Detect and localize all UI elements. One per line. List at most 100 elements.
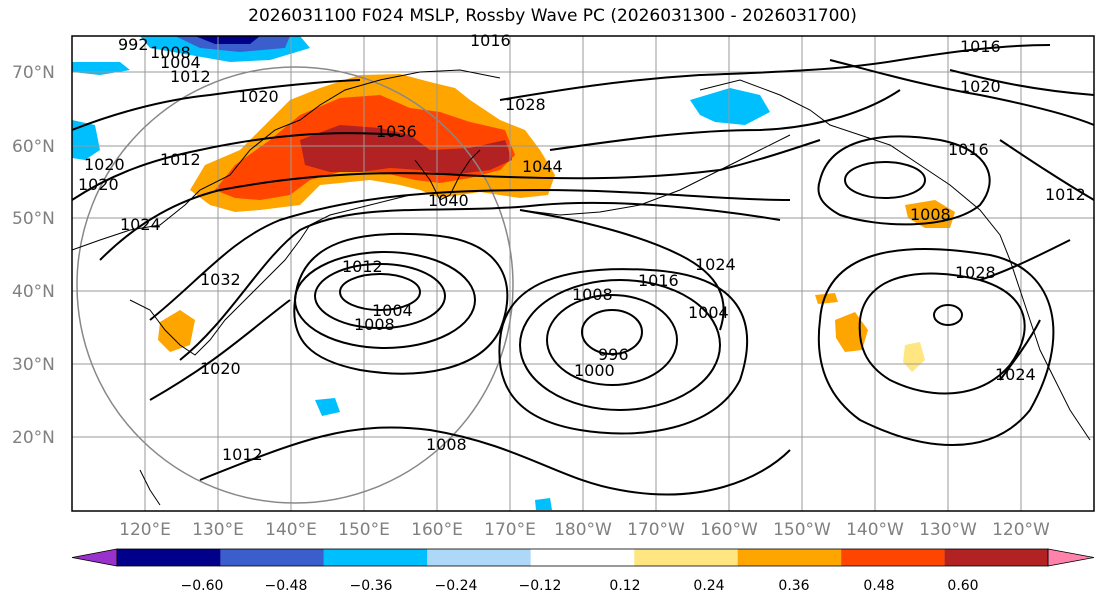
contour-label: 1028: [505, 95, 546, 114]
contour-label: 1012: [160, 150, 201, 169]
lat-label: 60°N: [12, 137, 55, 157]
negative-anomaly-small-1: [315, 398, 340, 416]
colorbar-tick-label: −0.48: [265, 578, 308, 594]
lon-label: 140°E: [265, 520, 317, 540]
reference-circle: [76, 66, 514, 504]
map-title: 2026031100 F024 MSLP, Rossby Wave PC (20…: [248, 6, 857, 26]
contour-label: 1024: [120, 215, 161, 234]
contour-label: 1004: [688, 303, 729, 322]
lon-label: 170°W: [627, 520, 685, 540]
colorbar-segment: [323, 549, 428, 566]
lon-label: 170°E: [484, 520, 536, 540]
colorbar-segment: [841, 549, 945, 566]
positive-anomaly-small-1: [815, 293, 838, 304]
coast-philippines: [139, 469, 161, 506]
contour-label: 1032: [200, 270, 241, 289]
negative-anomaly-small-2: [535, 498, 552, 510]
contour-label: 992: [118, 35, 149, 54]
lon-label: 130°E: [192, 520, 244, 540]
lon-label: 160°W: [700, 520, 758, 540]
contour-label: 1020: [238, 87, 279, 106]
contour-label: 1016: [948, 140, 989, 159]
lon-label: 130°W: [919, 520, 977, 540]
negative-anomaly-deep-nw: [195, 36, 260, 44]
colorbar-ticks: −0.60 −0.48 −0.36 −0.24 −0.12 0.12 0.24 …: [181, 578, 979, 594]
lon-label: 120°E: [119, 520, 171, 540]
contour-label: 1024: [695, 255, 736, 274]
contour-label-group: 1016 1028 1036 1044 1040 1020 1012 1024 …: [78, 31, 1086, 464]
contour-label: 1016: [638, 271, 679, 290]
colorbar-segment: [530, 549, 635, 566]
contour-label: 1008: [426, 435, 467, 454]
contour-label: 1000: [574, 361, 615, 380]
colorbar-tick-label: −0.12: [519, 578, 562, 594]
coast-north-america: [1009, 259, 1091, 441]
colorbar-segment: [427, 549, 531, 566]
contour-label: 1012: [1045, 185, 1086, 204]
coast-kurils: [309, 194, 411, 226]
colorbar: −0.60 −0.48 −0.36 −0.24 −0.12 0.12 0.24 …: [71, 548, 1095, 594]
latitude-labels: 70°N 60°N 50°N 40°N 30°N 20°N: [12, 63, 55, 448]
lat-label: 70°N: [12, 63, 55, 83]
contour-label: 1012: [222, 445, 263, 464]
contour-label: 1012: [342, 257, 383, 276]
colorbar-tick-label: 0.24: [693, 578, 724, 594]
colorbar-tick-label: −0.24: [435, 578, 478, 594]
colorbar-tick-label: 0.48: [863, 578, 894, 594]
contour-label: 1044: [522, 157, 563, 176]
contour-label: 1008: [150, 43, 191, 62]
contour-label: 1020: [84, 155, 125, 174]
lon-label: 160°E: [411, 520, 463, 540]
positive-anomaly-max: [300, 125, 512, 175]
contour-label: 1008: [354, 315, 395, 334]
colorbar-segment: [220, 549, 324, 566]
colorbar-segment: [944, 549, 1048, 566]
contour-label: 996: [598, 345, 629, 364]
contour-label: 1024: [995, 365, 1036, 384]
lon-label: 180°W: [554, 520, 612, 540]
colorbar-tick-label: 0.36: [778, 578, 809, 594]
coastlines: [71, 69, 1091, 506]
contour-label: 1020: [78, 175, 119, 194]
colorbar-tick-label: 0.60: [947, 578, 978, 594]
colorbar-tick-label: 0.12: [609, 578, 640, 594]
colorbar-segment: [634, 549, 738, 566]
colorbar-tick-label: −0.36: [350, 578, 393, 594]
coast-aleutians: [519, 134, 791, 216]
lat-label: 40°N: [12, 282, 55, 302]
negative-anomaly-alaska: [690, 88, 770, 125]
negative-anomaly-west: [72, 120, 100, 160]
coast-korea-japan: [129, 224, 311, 356]
contour-label: 1016: [960, 37, 1001, 56]
lon-label: 150°E: [338, 520, 390, 540]
contour-label: 1036: [376, 122, 417, 141]
contour-label: 1028: [955, 263, 996, 282]
mslp-contours: [71, 44, 1095, 496]
contour-label: 1008: [910, 205, 951, 224]
contour-label: 1040: [428, 191, 469, 210]
lon-label: 120°W: [992, 520, 1050, 540]
lat-label: 30°N: [12, 355, 55, 375]
contour-label: 1004: [160, 53, 201, 72]
coast-kamchatka: [414, 149, 481, 201]
colorbar-segment: [117, 549, 221, 566]
contour-label: 1012: [170, 67, 211, 86]
colorbar-border: [116, 548, 1049, 567]
colorbar-extend-low: [71, 548, 118, 567]
contour-label: 1020: [960, 77, 1001, 96]
lon-label: 140°W: [846, 520, 904, 540]
colorbar-tick-label: −0.60: [181, 578, 224, 594]
colorbar-extend-high: [1047, 548, 1095, 567]
positive-anomaly-japan: [158, 310, 195, 352]
lat-label: 50°N: [12, 209, 55, 229]
lat-label: 20°N: [12, 428, 55, 448]
contour-label: 1020: [200, 359, 241, 378]
coast-alaska: [699, 79, 1011, 261]
colorbar-segments: [71, 548, 1095, 567]
contour-label: 1016: [470, 31, 511, 50]
lon-label: 150°W: [773, 520, 831, 540]
contour-label: 1008: [572, 285, 613, 304]
colorbar-segment: [737, 549, 842, 566]
longitude-labels: 120°E 130°E 140°E 150°E 160°E 170°E 180°…: [119, 520, 1050, 540]
